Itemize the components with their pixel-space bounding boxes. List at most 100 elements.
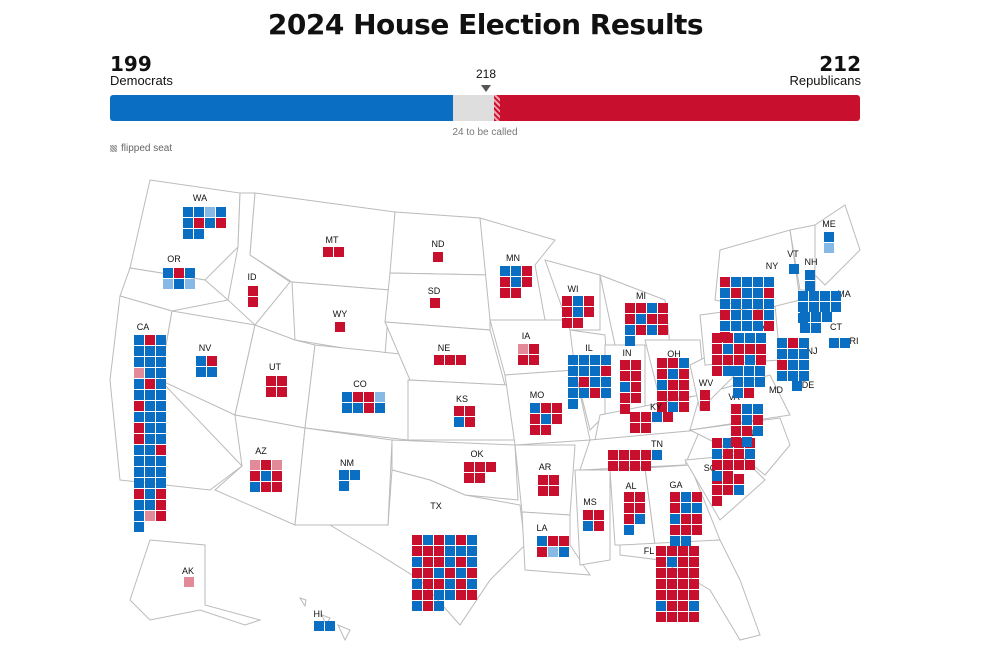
state-de[interactable]: DE bbox=[792, 380, 814, 391]
seat-square bbox=[196, 367, 206, 377]
state-mi[interactable]: MI bbox=[625, 291, 668, 346]
state-al[interactable]: AL bbox=[624, 481, 645, 535]
state-seat-groups: WA OR CA NV ID MT WY UT AZ CO NM ND SD NE KS OK TX MN IA MO… bbox=[134, 193, 859, 631]
seat-square bbox=[601, 377, 611, 387]
seat-square bbox=[712, 355, 722, 365]
seat-square bbox=[339, 470, 349, 480]
state-ky[interactable]: KY bbox=[630, 402, 673, 433]
seat-square bbox=[630, 412, 640, 422]
state-il[interactable]: IL bbox=[568, 343, 611, 409]
state-ar[interactable]: AR bbox=[538, 462, 559, 496]
seat-square bbox=[584, 296, 594, 306]
state-nm[interactable]: NM bbox=[339, 458, 360, 491]
state-nv[interactable]: NV bbox=[196, 343, 217, 377]
seat-square bbox=[745, 355, 755, 365]
seat-square bbox=[667, 579, 677, 589]
seat-square bbox=[798, 291, 808, 301]
seat-square bbox=[163, 268, 173, 278]
state-tx[interactable]: TX bbox=[412, 501, 477, 611]
state-id[interactable]: ID bbox=[248, 272, 259, 307]
seat-square bbox=[272, 471, 282, 481]
state-oh[interactable]: OH bbox=[657, 349, 689, 412]
state-md[interactable]: MD bbox=[733, 366, 783, 398]
state-ca[interactable]: CA bbox=[134, 322, 166, 532]
seat-square bbox=[742, 277, 752, 287]
state-nj[interactable]: NJ bbox=[777, 338, 818, 381]
seat-square bbox=[579, 388, 589, 398]
state-hi[interactable]: HI bbox=[314, 609, 336, 631]
state-wa[interactable]: WA bbox=[183, 193, 226, 239]
seat-square bbox=[820, 291, 830, 301]
seat-square bbox=[658, 325, 668, 335]
seat-square bbox=[631, 371, 641, 381]
seat-square bbox=[184, 577, 194, 587]
state-sd[interactable]: SD bbox=[428, 286, 441, 308]
state-ri[interactable]: RI bbox=[829, 336, 859, 348]
seat-square bbox=[423, 557, 433, 567]
republican-label: Republicans bbox=[789, 73, 861, 88]
state-label: KY bbox=[650, 402, 662, 412]
seat-square bbox=[412, 579, 422, 589]
state-ma[interactable]: MA bbox=[798, 289, 851, 323]
state-nd[interactable]: ND bbox=[432, 239, 445, 262]
seat-square bbox=[822, 312, 832, 322]
seat-square bbox=[777, 338, 787, 348]
state-wv[interactable]: WV bbox=[699, 378, 714, 411]
state-ny[interactable]: NY bbox=[720, 261, 778, 342]
state-ne[interactable]: NE bbox=[434, 343, 466, 365]
state-mt[interactable]: MT bbox=[323, 235, 344, 257]
state-az[interactable]: AZ bbox=[250, 446, 282, 492]
state-wy[interactable]: WY bbox=[333, 309, 348, 332]
state-tn[interactable]: TN bbox=[608, 439, 663, 471]
state-vt[interactable]: VT bbox=[787, 249, 799, 274]
seat-square bbox=[720, 288, 730, 298]
seat-square bbox=[552, 403, 562, 413]
seat-square bbox=[601, 355, 611, 365]
seat-square bbox=[475, 473, 485, 483]
state-ok[interactable]: OK bbox=[464, 449, 496, 483]
seat-square bbox=[568, 366, 578, 376]
state-or[interactable]: OR bbox=[163, 254, 195, 289]
seat-square bbox=[692, 503, 702, 513]
seat-square bbox=[467, 568, 477, 578]
state-label: NY bbox=[766, 261, 779, 271]
seat-square bbox=[134, 467, 144, 477]
seat-square bbox=[670, 503, 680, 513]
seat-square bbox=[456, 579, 466, 589]
state-la[interactable]: LA bbox=[536, 523, 569, 557]
seat-square bbox=[529, 344, 539, 354]
seat-square bbox=[681, 492, 691, 502]
state-mn[interactable]: MN bbox=[500, 253, 532, 298]
state-wi[interactable]: WI bbox=[562, 284, 594, 328]
state-ut[interactable]: UT bbox=[266, 362, 287, 397]
uncalled-seats-label: 24 to be called bbox=[452, 127, 518, 138]
seat-square bbox=[445, 579, 455, 589]
state-ga[interactable]: GA bbox=[669, 480, 702, 546]
seat-square bbox=[670, 514, 680, 524]
state-ia[interactable]: IA bbox=[518, 331, 539, 365]
seat-square bbox=[647, 314, 657, 324]
seat-square bbox=[134, 500, 144, 510]
seat-square bbox=[624, 492, 634, 502]
state-label: OK bbox=[470, 449, 483, 459]
seat-square bbox=[764, 277, 774, 287]
state-co[interactable]: CO bbox=[342, 379, 385, 413]
legend-flipped-label: flipped seat bbox=[121, 143, 173, 154]
seat-square bbox=[541, 425, 551, 435]
democrat-seat-count: 199 bbox=[110, 52, 152, 76]
seat-square bbox=[590, 355, 600, 365]
state-nh[interactable]: NH bbox=[805, 257, 818, 291]
state-me[interactable]: ME bbox=[822, 219, 836, 253]
state-mo[interactable]: MO bbox=[530, 390, 562, 435]
seat-square bbox=[692, 525, 702, 535]
state-fl[interactable]: FL bbox=[644, 546, 699, 622]
majority-marker-icon bbox=[481, 85, 491, 92]
state-in[interactable]: IN bbox=[620, 348, 641, 414]
state-ak[interactable]: AK bbox=[182, 566, 194, 587]
seat-square bbox=[720, 299, 730, 309]
seat-square bbox=[456, 355, 466, 365]
state-ms[interactable]: MS bbox=[583, 497, 604, 531]
seat-square bbox=[583, 510, 593, 520]
seat-square bbox=[753, 277, 763, 287]
state-ks[interactable]: KS bbox=[454, 394, 475, 427]
